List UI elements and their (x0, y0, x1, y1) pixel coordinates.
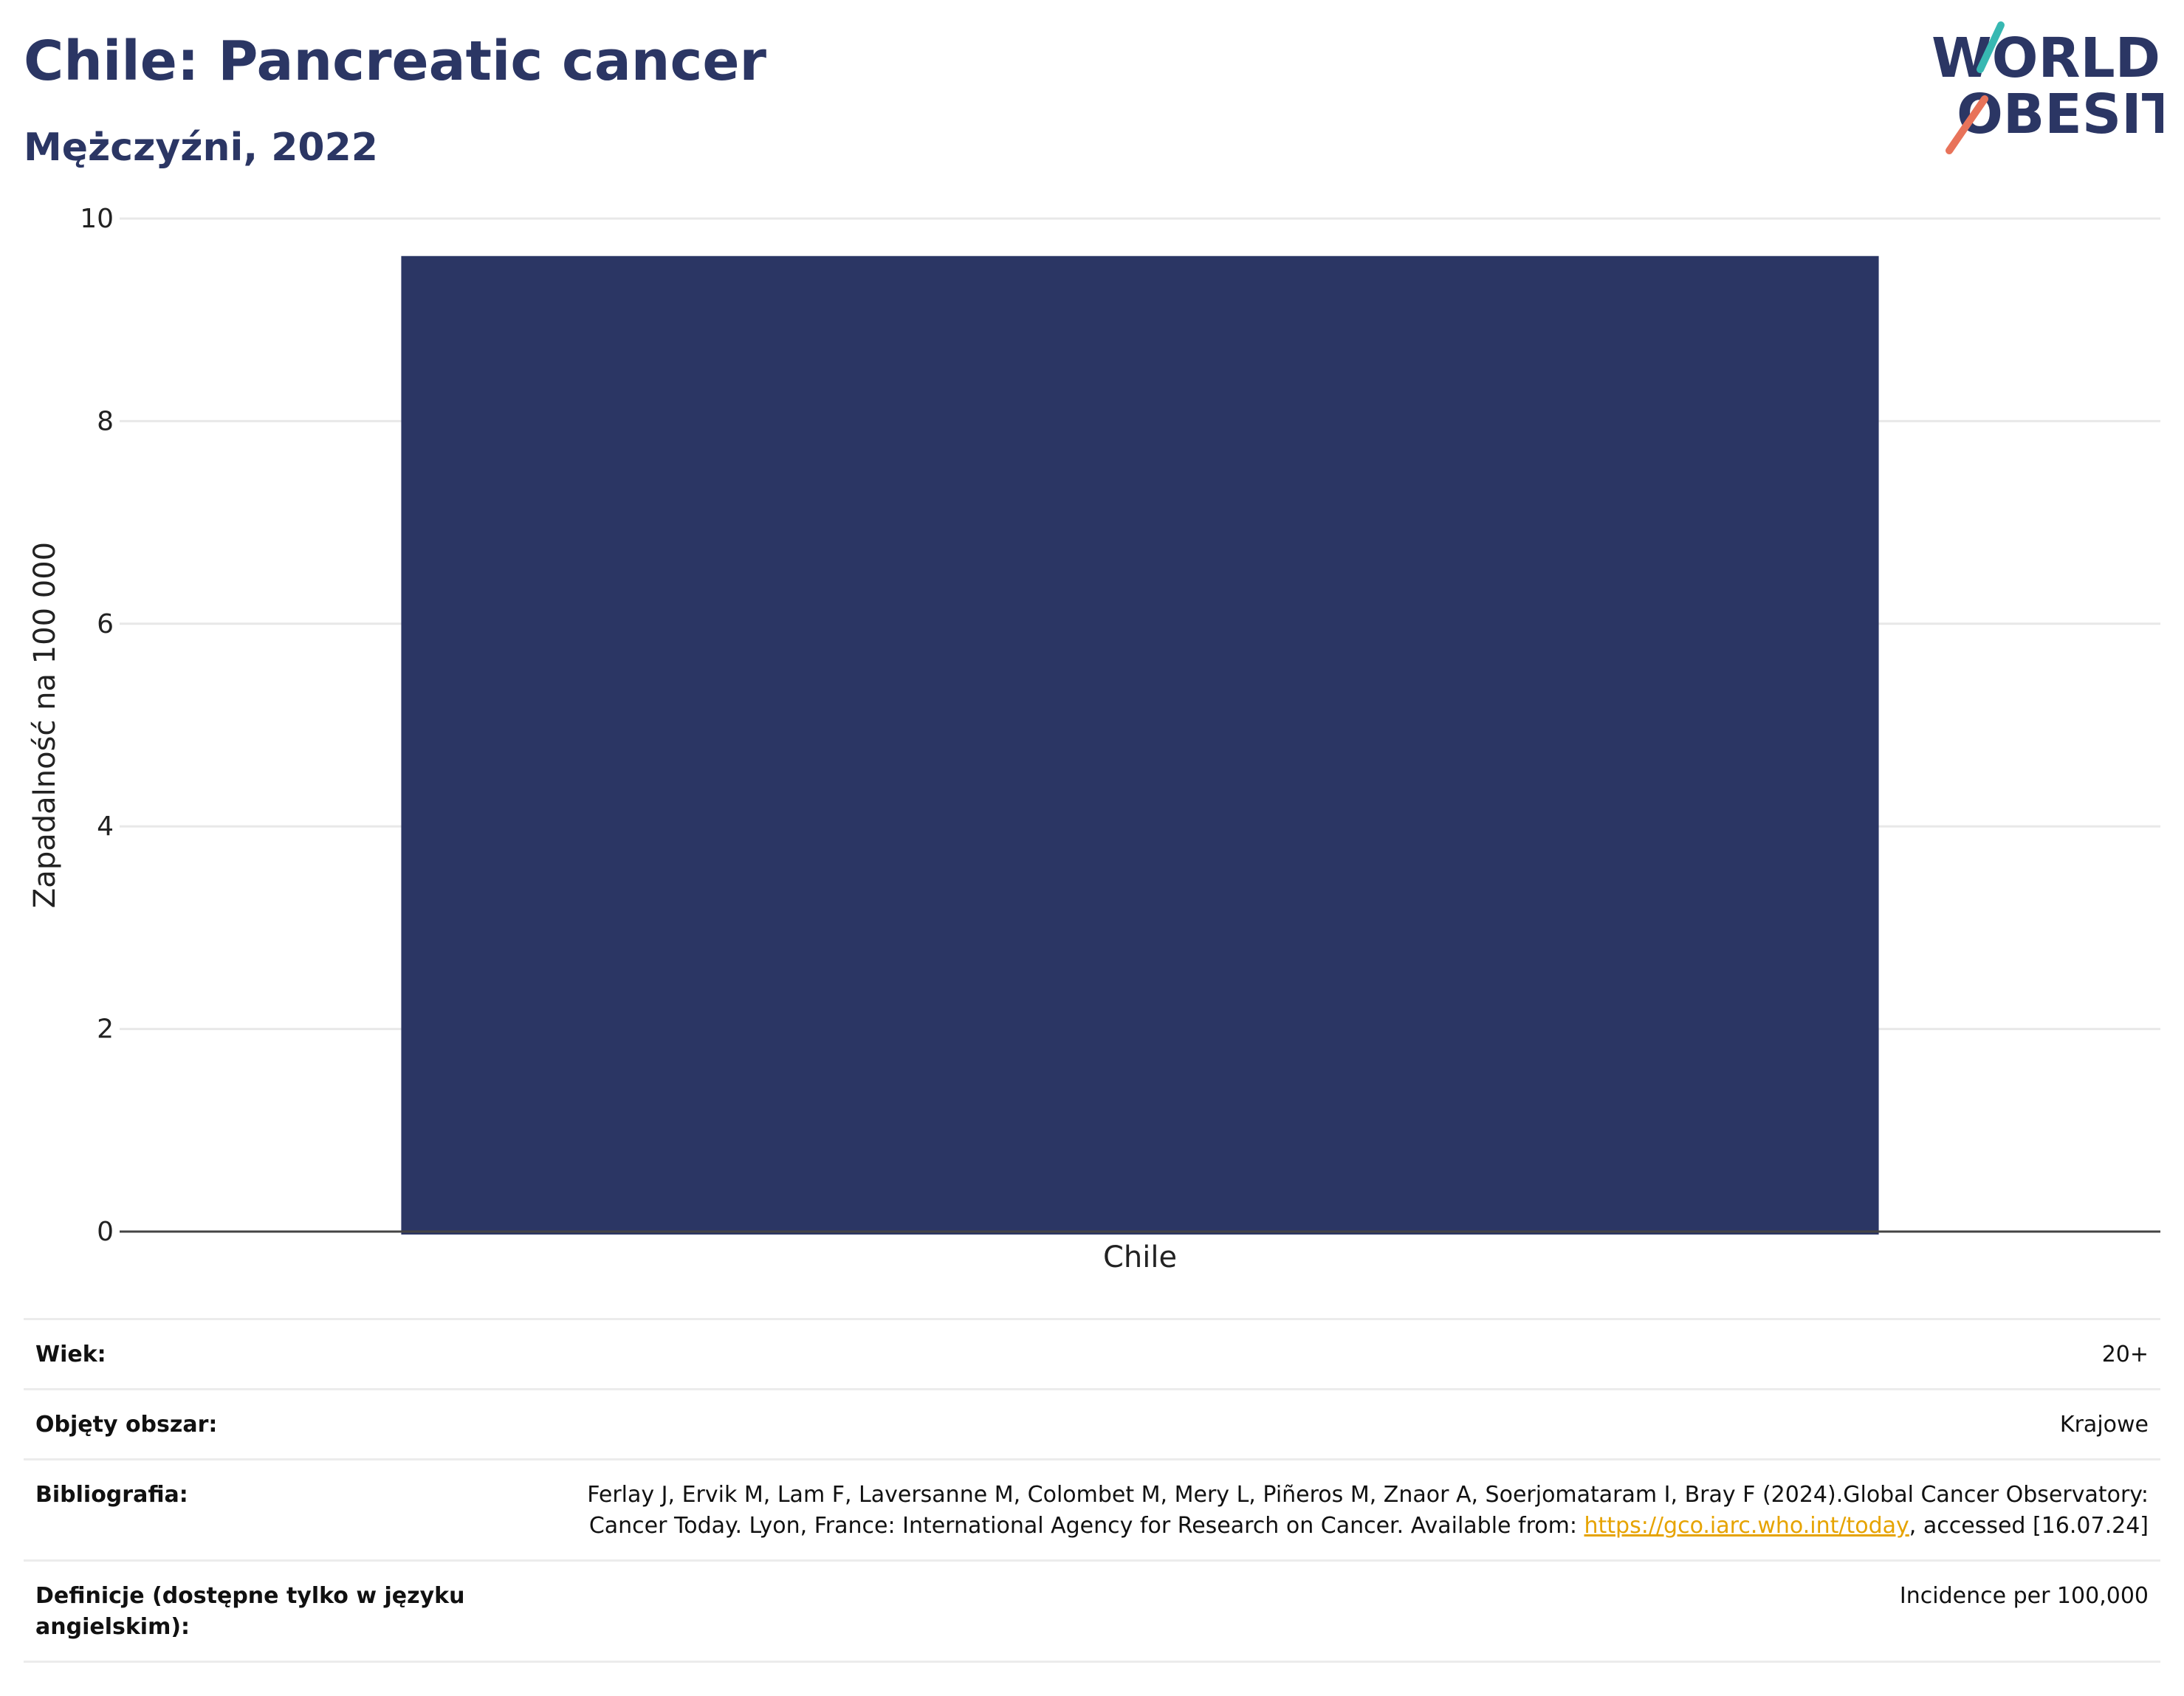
y-tick-label: 0 (97, 1217, 114, 1247)
bar-chart: 0 2 4 6 8 10 Chile Zapadalność na 100 000 (28, 204, 2160, 1274)
meta-row-coverage: Objęty obszar: Krajowe (24, 1388, 2160, 1460)
logo-slash-teal (1977, 21, 2005, 73)
meta-value: Ferlay J, Ervik M, Lam F, Laversanne M, … (520, 1458, 2160, 1561)
bar (401, 255, 1879, 1235)
logo-word-world: WORLD (1931, 27, 2160, 90)
meta-key: Definicje (dostępne tylko w języku angie… (24, 1559, 520, 1663)
meta-key: Bibliografia: (24, 1458, 520, 1561)
metadata-table: Wiek: 20+ Objęty obszar: Krajowe Bibliog… (24, 1318, 2160, 1663)
meta-row-definitions: Definicje (dostępne tylko w języku angie… (24, 1559, 2160, 1663)
chart-title: Chile: Pancreatic cancer (24, 30, 767, 93)
meta-value: 20+ (520, 1318, 2160, 1390)
y-tick-label: 2 (97, 1014, 114, 1045)
y-tick-label: 8 (97, 406, 114, 436)
meta-row-bibliography: Bibliografia: Ferlay J, Ervik M, Lam F, … (24, 1458, 2160, 1561)
chart-subtitle: Mężczyźni, 2022 (24, 126, 378, 170)
y-tick-label: 10 (80, 204, 114, 234)
logo-word-obesity: OBESITY (1957, 83, 2163, 146)
y-axis-title: Zapadalność na 100 000 (28, 542, 62, 908)
meta-row-age: Wiek: 20+ (24, 1318, 2160, 1390)
bibliography-text: Ferlay J, Ervik M, Lam F, Laversanne M, … (587, 1482, 2149, 1539)
y-tick-label: 6 (97, 609, 114, 639)
x-tick-label: Chile (1103, 1240, 1177, 1274)
y-tick-label: 4 (97, 811, 114, 842)
meta-value: Krajowe (520, 1388, 2160, 1460)
bibliography-accessed: , accessed [16.07.24] (1909, 1513, 2149, 1539)
world-obesity-logo: WORLD OBESITY (1931, 21, 2163, 154)
logo-slash-coral (1946, 95, 1988, 154)
meta-value: Incidence per 100,000 (520, 1559, 2160, 1663)
bibliography-link[interactable]: https://gco.iarc.who.int/today (1584, 1513, 1909, 1539)
meta-key: Wiek: (24, 1318, 520, 1390)
meta-key: Objęty obszar: (24, 1388, 520, 1460)
